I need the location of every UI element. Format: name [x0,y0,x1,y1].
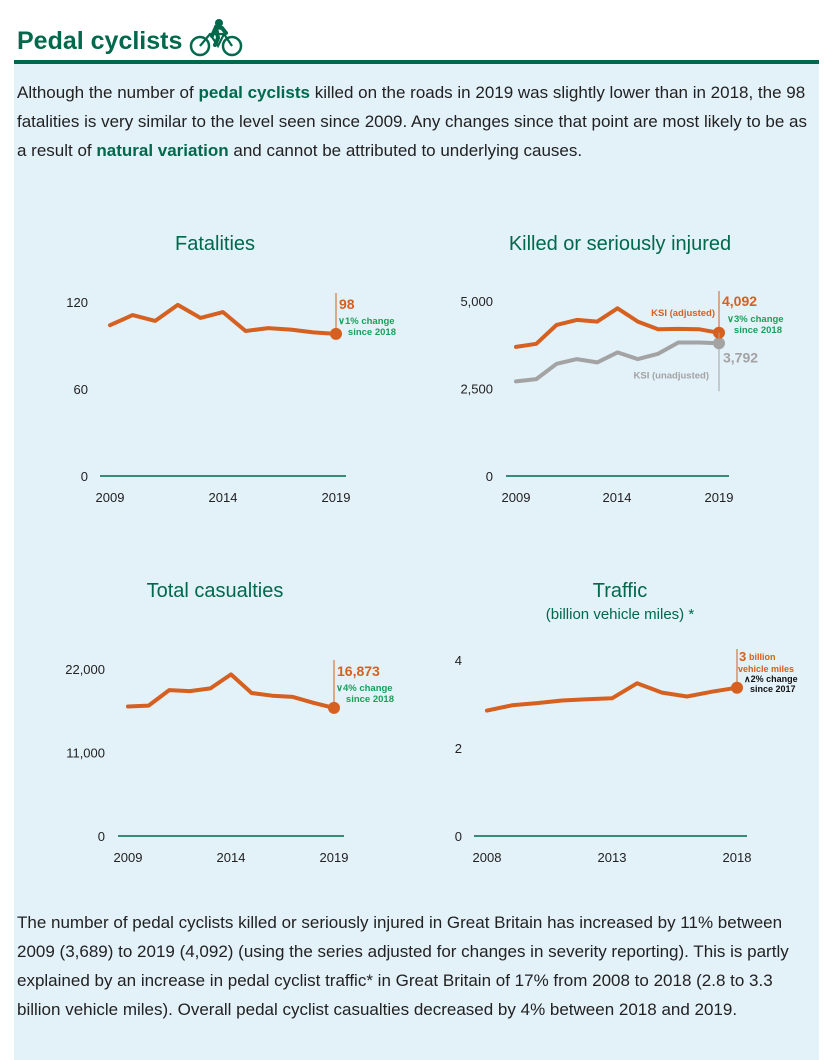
x-tick-label: 2019 [322,490,351,505]
x-tick-label: 2014 [603,490,632,505]
chart-title-traffic: Traffic [592,580,648,602]
y-tick-label: 0 [98,829,105,844]
y-tick-label: 2 [455,741,462,756]
annotation-since: since 2017 [750,684,796,694]
y-tick-label: 0 [81,469,88,484]
intro-text: killed on the roads in 2019 was slightly… [17,83,807,160]
series-line-total-casualties [126,672,336,710]
x-tick-label: 2018 [723,850,752,865]
intro-text: Although the number of [17,83,199,102]
annotation-value: 98 [339,296,355,312]
chart-title-fatalities: Fatalities [174,233,256,255]
y-tick-label: 0 [455,829,462,844]
chart-title-total: Total casualties [146,580,284,602]
x-tick-label: 2019 [320,850,349,865]
x-tick-label: 2014 [217,850,246,865]
y-tick-label: 120 [66,295,88,310]
y-tick-label: 60 [74,382,88,397]
x-tick-label: 2008 [473,850,502,865]
annotation-since: since 2018 [348,327,396,338]
annotation-since: since 2018 [734,325,782,336]
annotation-value: 16,873 [337,663,380,679]
series-line-fatalities [108,302,338,336]
cyclist-icon [190,19,243,57]
x-tick-label: 2009 [114,850,143,865]
annotation-value: 3 [739,649,746,664]
intro-highlight-pedal-cyclists: pedal cyclists [198,83,310,102]
series-line-traffic [485,681,739,713]
x-tick-label: 2013 [598,850,627,865]
x-tick-label: 2009 [502,490,531,505]
y-tick-label: 0 [486,469,493,484]
annotation-unit: billion [749,652,776,662]
chart-title-ksi: Killed or seriously injured [508,233,732,255]
x-tick-label: 2019 [705,490,734,505]
annotation-change: ∨1% change [338,316,395,327]
page-title: Pedal cyclists [17,26,183,55]
y-tick-label: 5,000 [460,294,493,309]
heading-rule [14,60,819,64]
series-line-ksi-adjusted- [514,306,721,349]
annotation-change: ∧2% change [744,674,798,684]
annotation-unit: vehicle miles [738,664,794,674]
outro-paragraph: The number of pedal cyclists killed or s… [17,913,789,1019]
y-tick-label: 2,500 [460,382,493,397]
y-tick-label: 4 [455,653,462,668]
x-tick-label: 2009 [96,490,125,505]
annotation-value: 4,092 [722,293,757,309]
content-panel [14,64,819,1060]
annotation-change: ∨4% change [336,683,393,694]
series-label-adjusted: KSI (adjusted) [651,308,715,319]
intro-text: and cannot be attributed to underlying c… [228,141,583,160]
intro-paragraph: Although the number of pedal cyclists ki… [17,78,817,165]
annotation-value-unadjusted: 3,792 [723,349,758,365]
x-tick-label: 2014 [209,490,238,505]
y-tick-label: 11,000 [66,746,105,761]
chart-subtitle-traffic: (billion vehicle miles) * [545,606,695,623]
intro-highlight-natural-variation: natural variation [96,141,229,160]
series-line-ksi-unadjusted- [514,340,721,384]
y-tick-label: 22,000 [65,662,105,677]
series-label-unadjusted: KSI (unadjusted) [634,370,709,381]
page-heading: Pedal cyclists [17,19,244,58]
annotation-since: since 2018 [346,694,394,705]
annotation-change: ∨3% change [727,314,784,325]
